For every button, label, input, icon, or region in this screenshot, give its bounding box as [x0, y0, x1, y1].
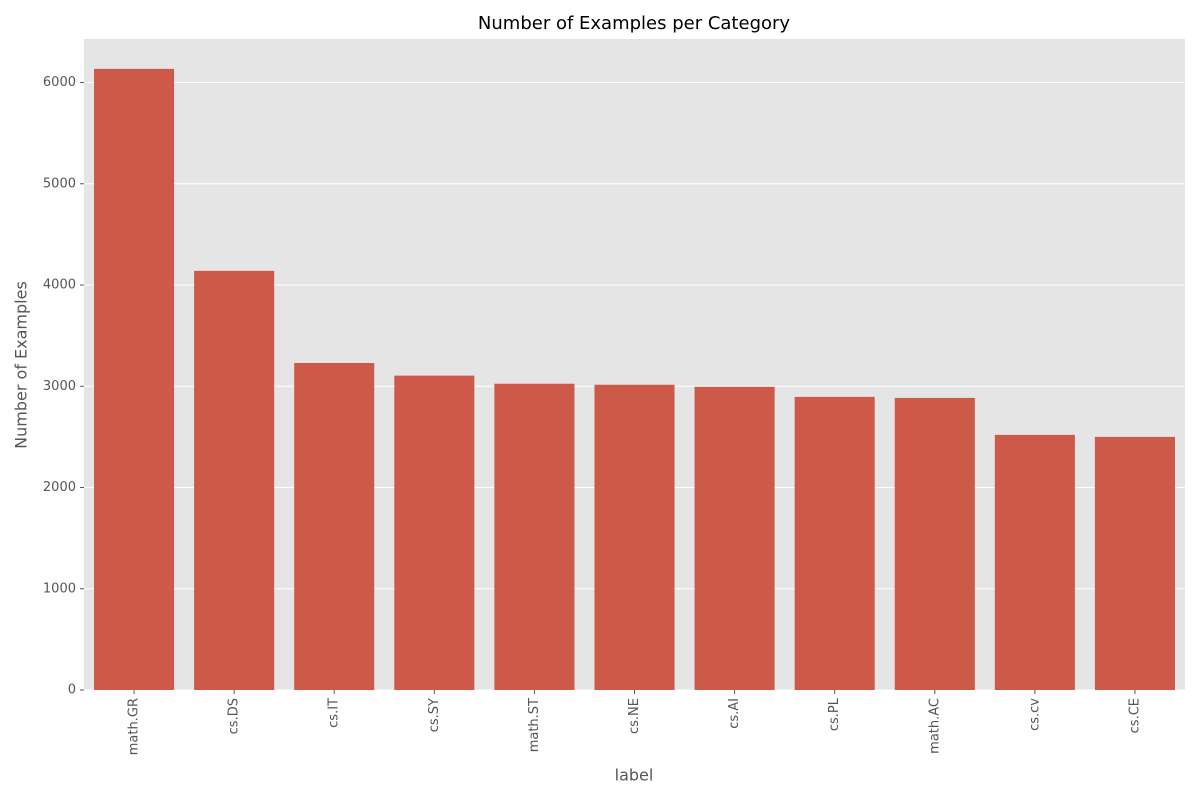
x-tick-label: cs.cv [1027, 698, 1042, 731]
bar [694, 386, 775, 690]
y-tick-label: 6000 [43, 75, 76, 90]
y-axis-label: Number of Examples [12, 281, 31, 449]
bar [894, 397, 975, 690]
bar [794, 396, 875, 690]
y-tick-label: 4000 [43, 278, 76, 293]
x-tick-label: cs.IT [327, 698, 342, 728]
bar [494, 383, 575, 690]
y-tick-label: 1000 [43, 581, 76, 596]
x-tick-label: cs.SY [427, 698, 442, 732]
bar [94, 68, 175, 691]
x-tick-label: cs.AI [727, 698, 742, 729]
bar [994, 434, 1075, 690]
bar [394, 375, 475, 690]
x-tick-label: cs.CE [1127, 698, 1142, 733]
y-tick-label: 2000 [43, 480, 76, 495]
y-tick-label: 0 [68, 683, 76, 698]
y-tick-label: 5000 [43, 176, 76, 191]
x-tick-label: cs.DS [227, 698, 242, 734]
bar [294, 362, 375, 690]
x-tick-label: cs.PL [827, 697, 842, 731]
x-tick-label: math.GR [127, 698, 142, 755]
y-tick-label: 3000 [43, 379, 76, 394]
bar [194, 270, 275, 690]
x-tick-label: cs.NE [627, 698, 642, 734]
chart-title: Number of Examples per Category [478, 13, 790, 34]
x-tick-label: math.ST [527, 698, 542, 752]
bar [594, 384, 675, 690]
bar [1094, 436, 1175, 690]
x-axis-label: label [615, 766, 654, 785]
x-tick-label: math.AC [927, 698, 942, 754]
